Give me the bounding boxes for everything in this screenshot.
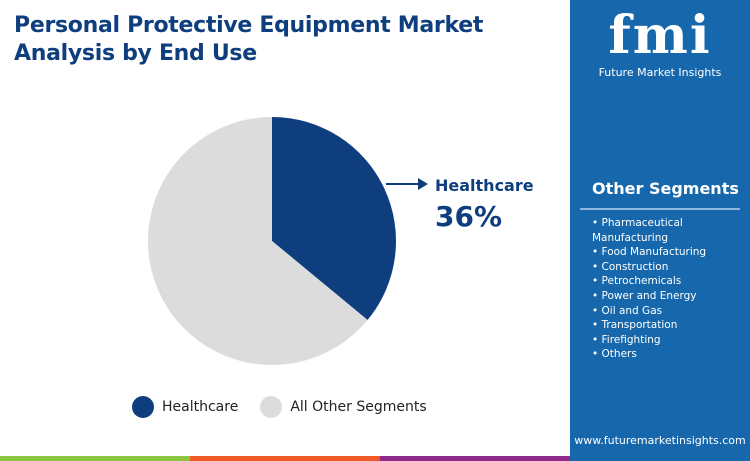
logo-mark: fmi — [608, 5, 712, 66]
divider — [580, 208, 740, 210]
list-item: • Petrochemicals — [592, 275, 682, 288]
list-item: • Construction — [592, 260, 669, 273]
footer-bar-orange — [190, 456, 380, 461]
footer-bar-green — [0, 456, 190, 461]
legend-label: All Other Segments — [290, 399, 427, 415]
footer-bar-blue — [570, 456, 750, 461]
legend-label: Healthcare — [162, 399, 239, 415]
footer-bar-purple — [380, 456, 570, 461]
callout-arrow-icon — [418, 178, 428, 190]
list-item: • Oil and Gas — [592, 304, 663, 317]
list-item: • Food Manufacturing — [592, 246, 707, 259]
legend-swatch — [132, 396, 154, 418]
list-item: • Others — [592, 348, 637, 361]
other-segments-heading: Other Segments — [592, 179, 739, 198]
list-item: • Firefighting — [592, 333, 661, 346]
callout-value: 36% — [435, 200, 503, 233]
legend-item-healthcare: Healthcare — [132, 396, 238, 418]
legend-item-other: All Other Segments — [260, 396, 427, 418]
side-panel: fmi Future Market Insights Other Segment… — [570, 0, 750, 456]
legend: Healthcare All Other Segments — [132, 396, 449, 418]
website-url: www.futuremarketinsights.com — [574, 434, 746, 447]
fmi-logo: fmi Future Market Insights — [598, 5, 722, 80]
list-item: • Power and Energy — [592, 289, 697, 302]
pie-slice-all-other-segments — [147, 117, 368, 365]
list-item: • Pharmaceutical Manufacturing — [592, 217, 683, 244]
pie-slice-healthcare — [272, 117, 396, 321]
callout-label: Healthcare — [435, 176, 534, 195]
segment-list: • Pharmaceutical Manufacturing • Food Ma… — [592, 216, 742, 362]
pie-chart — [147, 117, 428, 365]
page-title: Personal Protective Equipment Market Ana… — [14, 13, 484, 66]
legend-swatch — [260, 396, 283, 418]
list-item: • Transportation — [592, 319, 678, 332]
brand-name: Future Market Insights — [598, 66, 722, 79]
